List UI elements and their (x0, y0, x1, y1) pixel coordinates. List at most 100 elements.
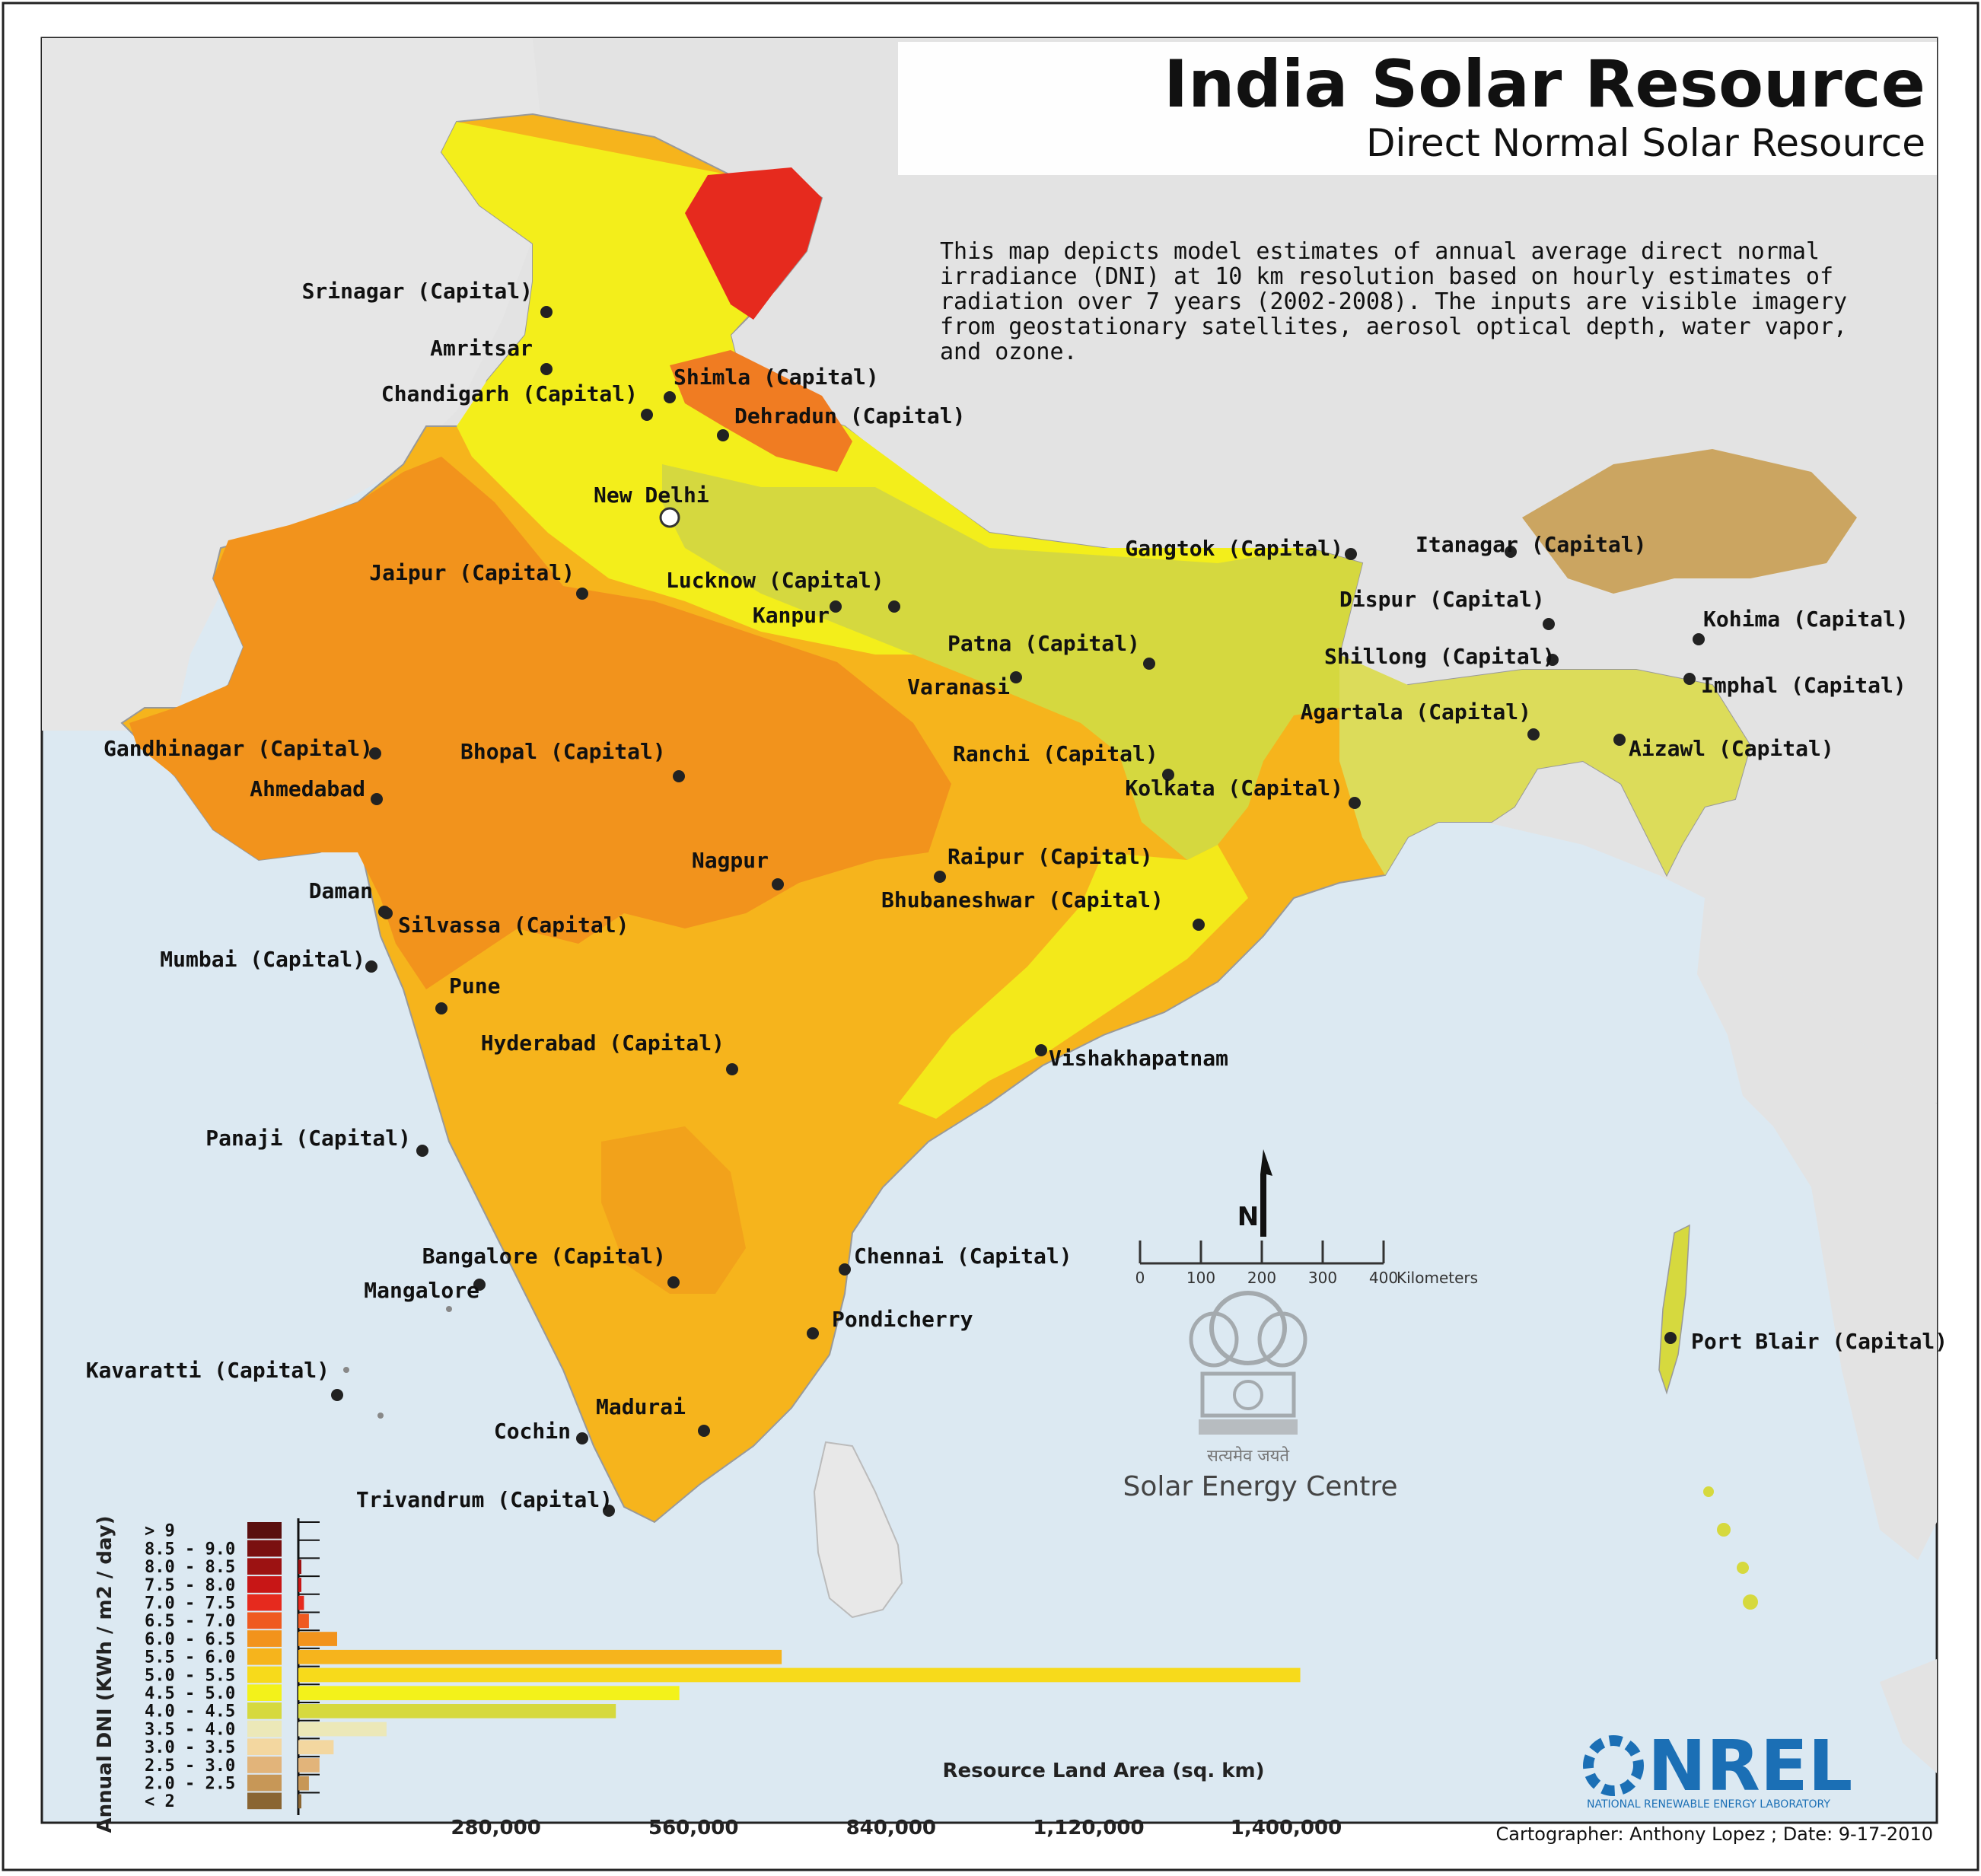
city-label: Bangalore (Capital) (422, 1244, 666, 1269)
city-label: Varanasi (907, 674, 1010, 699)
city-label: Nagpur (692, 848, 769, 873)
city-marker (603, 1505, 615, 1517)
legend-class-label: 2.0 - 2.5 (145, 1775, 235, 1794)
legend-swatch (247, 1792, 282, 1810)
city-label: Srinagar (Capital) (302, 279, 533, 304)
legend-class-label: 8.0 - 8.5 (145, 1558, 235, 1577)
dni-olive-northeast (1339, 655, 1750, 875)
nicobar-island-3 (1737, 1562, 1749, 1574)
description: This map depicts model estimates of annu… (940, 238, 1847, 365)
city-label: Shillong (Capital) (1324, 644, 1555, 669)
legend-class-label: 7.0 - 7.5 (145, 1594, 235, 1613)
city-label: Aizawl (Capital) (1629, 736, 1834, 761)
dni-orange-west (129, 457, 951, 989)
legend-class-label: 4.5 - 5.0 (145, 1684, 235, 1703)
city-label: Chennai (Capital) (854, 1244, 1072, 1269)
north-arrow-label: N (1237, 1202, 1259, 1232)
dni-yellow-coast-east (898, 845, 1248, 1119)
map-title: India Solar Resource (1164, 46, 1925, 123)
city-label: Panaji (Capital) (205, 1126, 411, 1151)
legend-class-label: > 9 (145, 1522, 175, 1541)
city-marker (1010, 671, 1022, 683)
city-label: Kohima (Capital) (1703, 607, 1909, 632)
description-line: irradiance (DNI) at 10 km resolution bas… (940, 263, 1833, 290)
emblem-caption: Solar Energy Centre (1123, 1471, 1397, 1502)
nrel-logo: NREL NATIONAL RENEWABLE ENERGY LABORATOR… (1583, 1725, 1852, 1811)
city-marker (1162, 769, 1174, 781)
emblem-motto: सत्यमेव जयते (1207, 1446, 1289, 1466)
dni-orange-south (601, 1126, 746, 1294)
city-marker (1546, 654, 1559, 666)
lakshadweep-island-3 (377, 1413, 384, 1419)
sri-lanka (813, 1441, 903, 1619)
legend-class-label: 3.5 - 4.0 (145, 1720, 235, 1739)
city-marker (576, 588, 588, 600)
city-label: Patna (Capital) (948, 631, 1140, 656)
dni-histogram: > 98.5 - 9.08.0 - 8.57.5 - 8.07.0 - 7.56… (145, 1518, 1342, 1839)
legend-class-label: 3.0 - 3.5 (145, 1738, 235, 1757)
city-marker (1193, 919, 1205, 931)
city-label: Ahmedabad (250, 776, 365, 801)
city-marker (717, 429, 729, 441)
city-label: Daman (309, 878, 373, 903)
city-label: Port Blair (Capital) (1691, 1329, 1948, 1354)
nrel-logo-icon (1583, 1735, 1644, 1796)
andaman-islands (1658, 1224, 1690, 1395)
city-marker (1035, 1044, 1047, 1056)
relief-arunachal (1522, 449, 1857, 594)
city-marker (1613, 734, 1626, 746)
city-label: Trivandrum (Capital) (356, 1487, 613, 1512)
city-marker (673, 770, 685, 782)
myanmar-coast (1697, 898, 1937, 1560)
national-emblem-icon (1189, 1291, 1307, 1435)
city-marker (807, 1327, 819, 1339)
legend-swatch (247, 1540, 282, 1557)
city-label: Imphal (Capital) (1701, 673, 1906, 698)
city-label: Gangtok (Capital) (1125, 536, 1343, 561)
legend-swatch (247, 1702, 282, 1719)
histogram-bar (298, 1595, 304, 1610)
legend-swatch (247, 1666, 282, 1683)
city-label: Madurai (596, 1394, 686, 1419)
city-marker (1543, 618, 1555, 630)
dni-orange-himalaya (670, 350, 852, 472)
description-line: from geostationary satellites, aerosol o… (940, 314, 1847, 340)
histogram-xlabel: Resource Land Area (sq. km) (942, 1760, 1264, 1782)
histogram-x-tick-label: 560,000 (648, 1817, 738, 1839)
city-marker (1349, 797, 1361, 809)
scale-tick-label: 400 (1369, 1269, 1398, 1287)
city-marker (1693, 633, 1705, 645)
city-label: Kanpur (753, 603, 830, 628)
nicobar-island-4 (1743, 1594, 1758, 1610)
neighbor-land-pakistan (42, 38, 548, 731)
city-marker (839, 1263, 851, 1276)
capital-marker-icon (659, 507, 680, 528)
legend-swatch (247, 1630, 282, 1647)
city-label: Cochin (494, 1419, 571, 1444)
city-label: Itanagar (Capital) (1416, 532, 1646, 557)
city-marker (1664, 1332, 1677, 1344)
city-marker (830, 600, 842, 613)
city-label: Mumbai (Capital) (160, 947, 365, 972)
city-marker (1505, 546, 1517, 558)
city-marker (1527, 728, 1540, 741)
city-marker (371, 793, 383, 805)
city-label: Kavaratti (Capital) (86, 1358, 330, 1383)
city-label: Lucknow (Capital) (666, 568, 884, 593)
legend-swatch (247, 1594, 282, 1611)
legend-swatch (247, 1757, 282, 1773)
scale-tick-label: 300 (1308, 1269, 1337, 1287)
city-label: Chandigarh (Capital) (381, 381, 638, 406)
city-marker (772, 878, 784, 890)
city-label: New Delhi (594, 483, 709, 508)
legend-swatch (247, 1648, 282, 1665)
city-marker (1143, 658, 1155, 670)
lakshadweep-island-1 (446, 1306, 452, 1312)
city-label: Jaipur (Capital) (369, 560, 575, 585)
nicobar-island-1 (1703, 1486, 1714, 1497)
histogram-bar (298, 1632, 337, 1646)
north-arrow: N (1237, 1149, 1272, 1237)
legend-class-label: < 2 (145, 1792, 175, 1811)
legend-class-label: 2.5 - 3.0 (145, 1757, 235, 1776)
